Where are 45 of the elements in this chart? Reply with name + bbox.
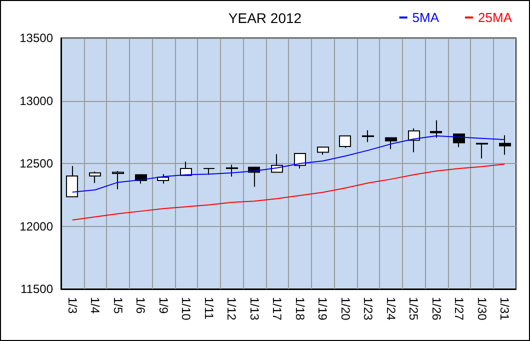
x-tick-label: 1/20 (338, 297, 352, 321)
candlestick (430, 120, 442, 138)
x-tick-label: 1/30 (474, 297, 489, 321)
candlestick (408, 128, 420, 153)
x-tick-label: 1/12 (224, 297, 239, 321)
candlestick (89, 171, 101, 184)
candlestick (317, 146, 329, 156)
candlestick (362, 130, 374, 143)
candlestick (294, 152, 306, 170)
x-tick-label: 1/3 (65, 297, 80, 314)
chart-title: YEAR 2012 (228, 10, 302, 26)
x-tick-label: 1/25 (406, 297, 421, 321)
x-tick-label: 1/26 (429, 297, 444, 321)
line-series (72, 135, 506, 193)
candlestick (339, 135, 351, 148)
y-tick-label: 12000 (20, 219, 54, 234)
candlestick (385, 137, 397, 150)
x-tick-label: 1/19 (316, 297, 330, 321)
line-series (72, 164, 506, 220)
candlestick (203, 168, 215, 176)
x-tick-label: 1/11 (202, 297, 216, 320)
y-tick-label: 11500 (20, 282, 54, 296)
x-tick-label: 1/24 (384, 297, 398, 321)
x-tick-label: 1/18 (292, 297, 307, 321)
x-tick-label: 1/23 (361, 297, 376, 321)
x-tick-label: 1/6 (134, 297, 148, 314)
x-tick-label: 1/31 (498, 297, 512, 321)
candlestick (476, 142, 488, 159)
candlestick (66, 166, 78, 198)
y-tick-label: 13500 (20, 31, 54, 45)
x-tick-label: 1/10 (179, 297, 194, 321)
x-tick-label: 1/17 (270, 297, 284, 321)
y-tick-label: 13000 (20, 94, 54, 108)
y-tick-label: 12500 (20, 156, 54, 170)
candlestick (453, 134, 465, 148)
x-tick-label: 1/9 (156, 297, 170, 314)
x-tick-label: 1/27 (452, 297, 466, 321)
candlestick (226, 164, 238, 178)
legend-label: 25MA (478, 10, 512, 25)
x-tick-label: 1/4 (88, 297, 102, 314)
candlestick (112, 170, 124, 190)
x-tick-label: 1/13 (247, 297, 262, 321)
x-tick-label: 1/5 (110, 297, 125, 314)
legend-label: 5MA (412, 10, 440, 25)
candlestick (499, 134, 511, 156)
